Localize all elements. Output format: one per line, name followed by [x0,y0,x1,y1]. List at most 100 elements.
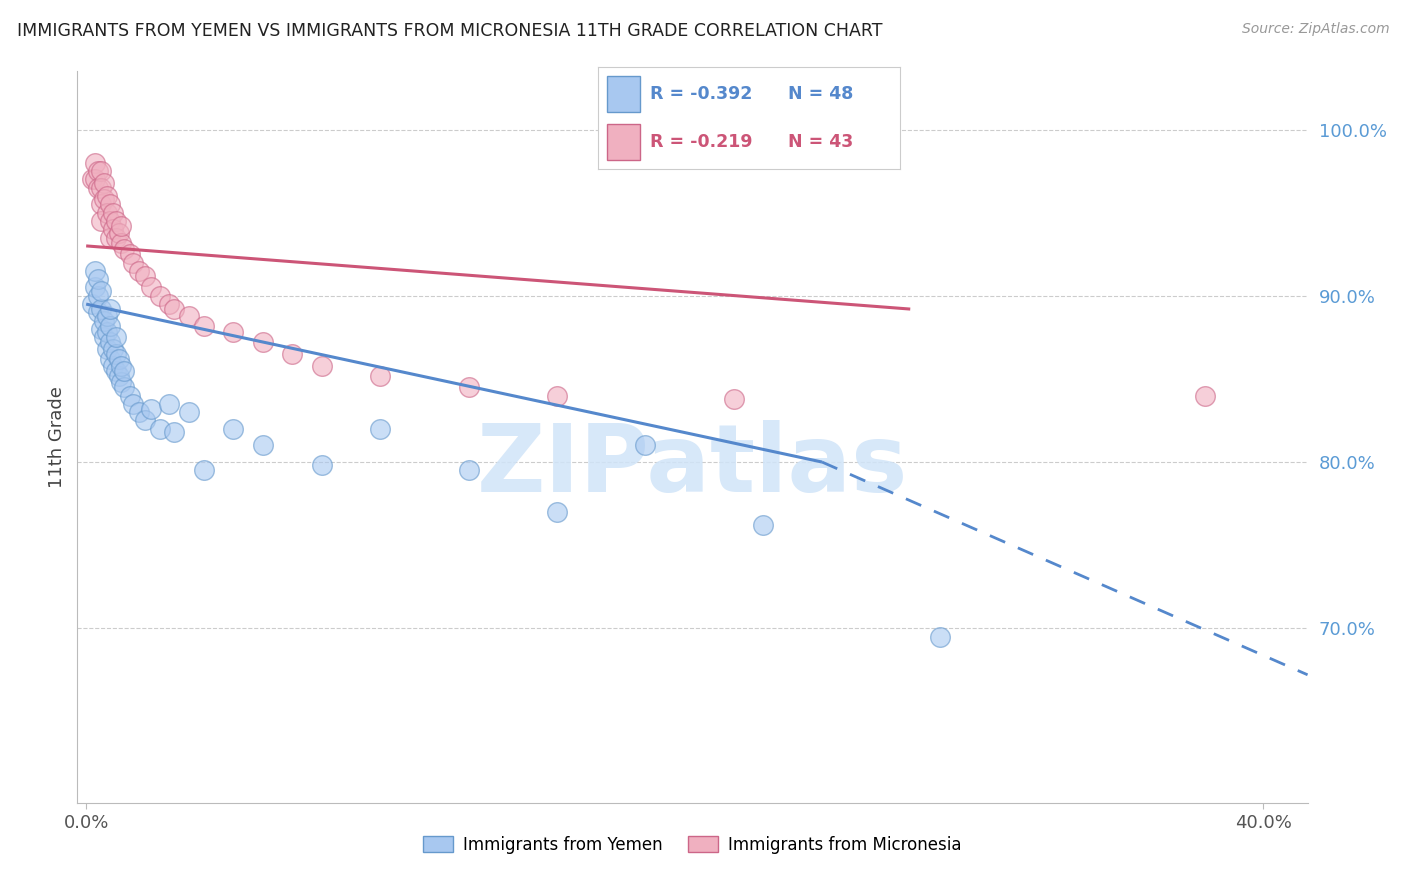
Point [101,205,124,219]
Point [252,438,274,452]
Text: N = 43: N = 43 [787,133,853,152]
Text: R = -0.392: R = -0.392 [651,85,752,103]
Point [193,318,215,333]
Point [112,242,135,256]
Point [104,347,127,361]
Point [84,172,107,186]
Point [179,309,201,323]
Point [98,197,121,211]
Point [157,297,180,311]
Point [1194,388,1216,402]
Point [112,380,135,394]
Point [110,219,132,233]
Point [281,347,304,361]
Point [104,214,127,228]
Point [370,422,392,436]
Point [163,425,186,439]
Point [96,189,118,203]
Point [98,335,121,350]
Point [90,180,112,194]
Point [107,351,129,366]
Point [122,397,145,411]
Point [723,392,745,406]
Point [80,297,103,311]
Point [110,359,132,373]
Point [457,380,479,394]
Point [120,247,142,261]
Point [96,326,118,340]
Point [101,359,124,373]
Point [90,284,112,298]
Text: Source: ZipAtlas.com: Source: ZipAtlas.com [1241,22,1389,37]
Point [104,230,127,244]
Point [98,318,121,333]
Point [139,280,162,294]
Point [128,405,150,419]
Point [546,505,568,519]
Point [634,438,657,452]
Point [84,280,107,294]
Text: R = -0.219: R = -0.219 [651,133,754,152]
Point [134,413,156,427]
Point [90,164,112,178]
Point [98,301,121,316]
Point [96,342,118,356]
Point [107,368,129,383]
Point [752,518,775,533]
Point [87,272,110,286]
Point [149,289,172,303]
Text: IMMIGRANTS FROM YEMEN VS IMMIGRANTS FROM MICRONESIA 11TH GRADE CORRELATION CHART: IMMIGRANTS FROM YEMEN VS IMMIGRANTS FROM… [17,22,883,40]
Point [104,330,127,344]
Point [90,301,112,316]
Point [134,268,156,283]
Point [157,397,180,411]
Point [110,235,132,250]
Point [110,375,132,389]
Point [222,422,245,436]
Point [96,309,118,323]
Point [112,363,135,377]
Point [370,368,392,383]
Point [87,164,110,178]
Point [87,180,110,194]
Point [222,326,245,340]
Point [87,305,110,319]
Point [311,458,333,473]
Point [120,388,142,402]
Point [93,330,115,344]
Text: N = 48: N = 48 [787,85,853,103]
Point [928,630,950,644]
Point [93,192,115,206]
Point [101,342,124,356]
Point [149,422,172,436]
Bar [606,76,640,112]
Point [93,176,115,190]
Point [128,264,150,278]
Point [96,205,118,219]
Point [93,314,115,328]
Point [101,222,124,236]
Point [179,405,201,419]
Point [90,214,112,228]
Point [252,335,274,350]
Point [457,463,479,477]
Legend: Immigrants from Yemen, Immigrants from Micronesia: Immigrants from Yemen, Immigrants from M… [416,829,969,860]
Point [98,214,121,228]
Point [139,401,162,416]
Point [90,322,112,336]
Point [193,463,215,477]
Text: ZIPatlas: ZIPatlas [477,420,908,512]
Point [163,301,186,316]
Y-axis label: 11th Grade: 11th Grade [48,386,66,488]
Point [107,226,129,240]
Point [80,172,103,186]
Bar [606,124,640,161]
Point [87,289,110,303]
Point [84,155,107,169]
Point [90,197,112,211]
Point [98,230,121,244]
Point [311,359,333,373]
Point [98,351,121,366]
Point [546,388,568,402]
Point [84,264,107,278]
